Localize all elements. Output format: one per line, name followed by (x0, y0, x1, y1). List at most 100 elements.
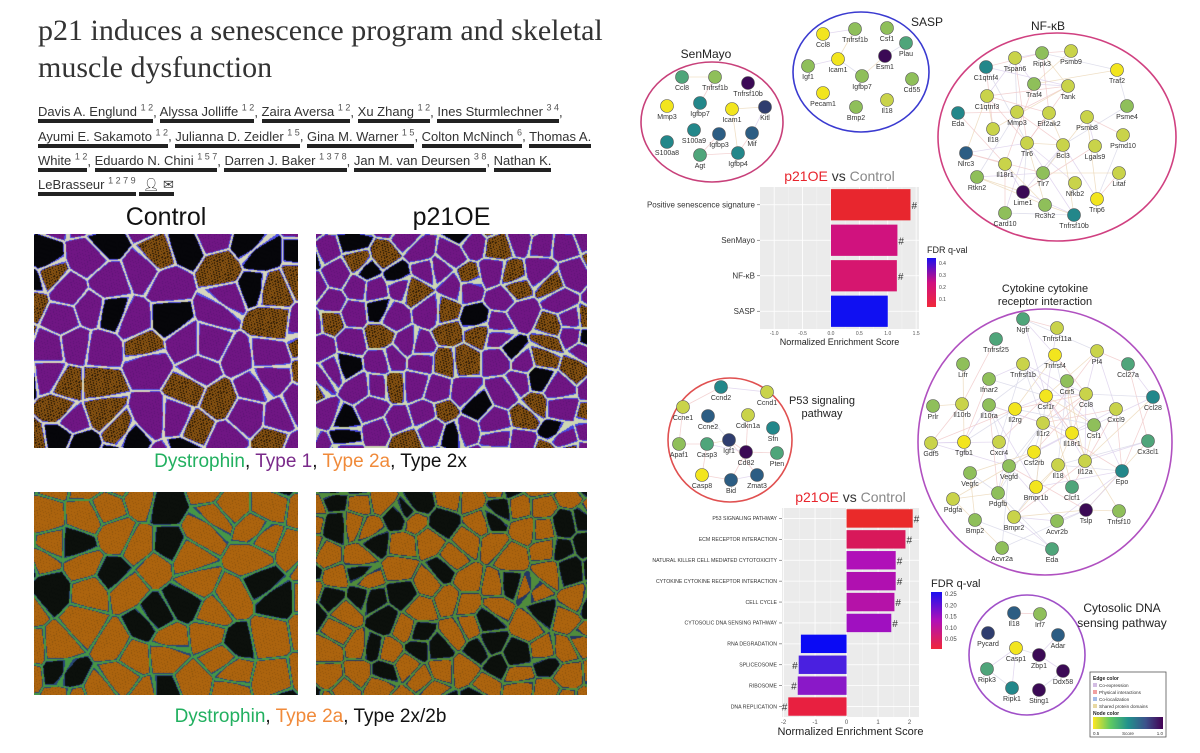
legend-node-title: Node color (1093, 711, 1119, 717)
category-label: CELL CYCLE (745, 600, 777, 606)
network-cytosolic: Il18 Irf7 Pycard Adar Casp1 Zbp1 Ddx58 Ripk3 Rip… (968, 594, 1167, 716)
author-link[interactable]: Gina M. Warner 1 5 (307, 127, 415, 148)
gene-node (1029, 480, 1043, 494)
network-edge (1062, 105, 1128, 146)
edge-label: Shared protein domains (1099, 704, 1148, 709)
gene-node (1141, 434, 1155, 448)
network-edge (1014, 393, 1087, 410)
affiliation-numbers: 3 8 (473, 151, 487, 162)
x-tick-label: -0.5 (798, 331, 807, 337)
author-contact-icons[interactable]: 👤︎ ✉︎ (139, 177, 174, 197)
gene-node (878, 49, 892, 63)
author-link[interactable]: Nathan K. LeBrasseur 1 2 7 9 (38, 152, 552, 197)
network-edge (1084, 440, 1149, 462)
author-link[interactable]: Davis A. Englund 1 2 (38, 103, 154, 124)
gene-label: Igf1 (802, 74, 814, 81)
network-edge (1085, 350, 1098, 395)
gene-label: Mmp3 (657, 114, 677, 121)
network-title: NF-κB (1031, 19, 1065, 33)
network-edge (1093, 396, 1154, 426)
gene-node (1036, 416, 1050, 430)
gene-node (955, 397, 969, 411)
affiliation-numbers: 1 2 (241, 103, 255, 113)
gene-label: Pycard (977, 641, 999, 648)
network-edge (1042, 408, 1117, 424)
p21oe-label: p21OE (412, 203, 491, 231)
chart-title: p21OE vs Control (795, 489, 906, 505)
gene-label: Tank (1061, 94, 1076, 101)
network-edge (1016, 111, 1064, 146)
nes-bar-chart-1: -1.0 -0.5 0.0 0.5 1.0 1.5 Positive senescence … (647, 168, 968, 347)
author-link[interactable]: Ines Sturmlechner 3 4 (437, 103, 560, 124)
network-edge (1013, 516, 1058, 522)
author-link[interactable]: Ayumi E. Sakamoto 1 2 (38, 127, 169, 148)
gene-label: Irf7 (1035, 622, 1045, 629)
gene-label: Vegfc (961, 481, 979, 488)
gene-node (986, 122, 1000, 136)
author-link[interactable]: Xu Zhang 1 2 (357, 103, 431, 124)
person-icon[interactable]: 👤︎ (142, 177, 160, 193)
gene-node (1050, 321, 1064, 335)
network-edge (1033, 69, 1118, 85)
author-link[interactable]: Eduardo N. Chini 1 5 7 (94, 152, 218, 172)
x-tick-label: -1 (812, 720, 818, 726)
gene-label: Ccl8 (816, 42, 830, 49)
network-boundary (792, 11, 930, 133)
gene-label: Prlr (928, 414, 940, 421)
gene-node (924, 436, 938, 450)
gene-node (1042, 106, 1056, 120)
gene-node (693, 96, 707, 110)
network-edge (930, 403, 963, 444)
gene-node (849, 100, 863, 114)
gene-label: Card10 (994, 221, 1017, 228)
paper-title: p21 induces a senescence program and ske… (38, 14, 603, 84)
gene-node (1027, 77, 1041, 91)
gene-label: Tnfrsf11a (1042, 336, 1071, 343)
gene-node (1146, 390, 1160, 404)
gene-label: Zbp1 (1031, 663, 1047, 670)
network-edge (1035, 470, 1123, 488)
gene-node (739, 445, 753, 459)
network-edge (1022, 142, 1028, 193)
gene-label: Igfbp7 (852, 84, 872, 91)
network-edge (1001, 465, 1010, 549)
gene-node (951, 106, 965, 120)
category-label: NF-κB (732, 271, 755, 280)
author-link[interactable]: Julianna D. Zeidler 1 5 (175, 127, 300, 148)
gene-label: Tnfrsf25 (983, 347, 1009, 354)
author-link[interactable]: Jan M. van Deursen 3 8 (353, 151, 487, 172)
gene-label: Acvr2b (1046, 529, 1068, 536)
bar (830, 260, 897, 292)
author-link[interactable]: Thomas A. White 1 2 (38, 128, 592, 172)
gene-node (1032, 683, 1046, 697)
gene-label: Il2rg (1008, 417, 1022, 424)
gene-node (1016, 357, 1030, 371)
envelope-icon[interactable]: ✉︎ (163, 177, 174, 193)
author-link[interactable]: Alyssa Jolliffe 1 2 (159, 103, 255, 124)
gene-label: Kitl (760, 115, 770, 122)
network-edge (1022, 145, 1096, 193)
gene-label: Lgals9 (1085, 154, 1106, 161)
network-edge (1096, 350, 1117, 410)
gene-node (1078, 454, 1092, 468)
edge-swatch (1093, 690, 1097, 694)
network-edge (986, 95, 1028, 144)
gene-label: Bmpr1b (1024, 495, 1049, 502)
network-edge (1026, 142, 1075, 216)
gene-label: Pten (770, 461, 785, 468)
author-link[interactable]: Darren J. Baker 1 3 7 8 (224, 152, 347, 172)
category-label: RNA DEGRADATION (727, 642, 777, 648)
network-edge (997, 422, 1044, 494)
significance-mark: # (892, 619, 898, 630)
control-muscle-image-type2a-2x2b (34, 492, 298, 695)
gene-node (992, 435, 1006, 449)
network-edge (1033, 50, 1072, 85)
author-link[interactable]: Colton McNinch 6 (421, 127, 523, 148)
network-edge (1041, 52, 1118, 71)
bar (846, 571, 896, 591)
gene-node (1056, 664, 1070, 678)
author-link[interactable]: Zaira Aversa 1 2 (261, 103, 351, 124)
gene-node (1027, 445, 1041, 459)
network-edge (988, 378, 1047, 397)
significance-mark: # (791, 682, 797, 693)
